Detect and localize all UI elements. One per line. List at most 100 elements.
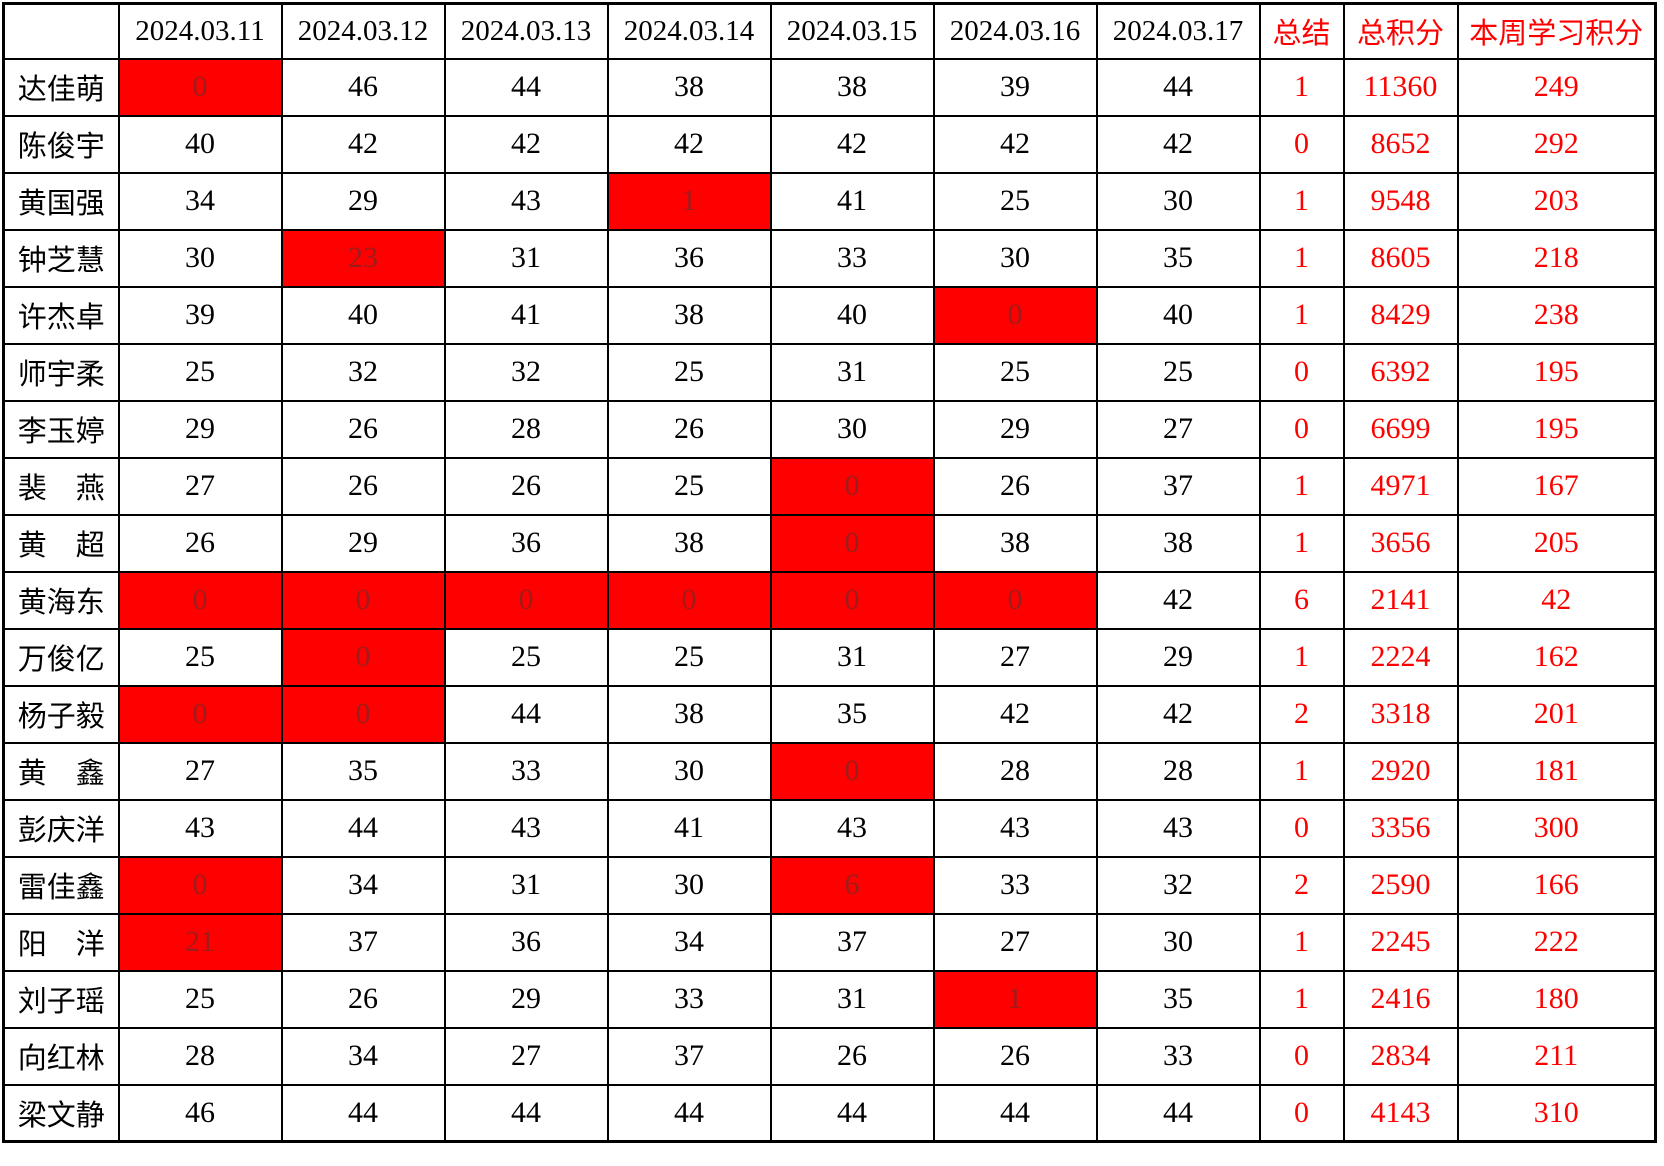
summary-count-cell: 1 bbox=[1258, 513, 1345, 573]
daily-score-cell: 42 bbox=[280, 114, 446, 174]
week-points-cell: 211 bbox=[1456, 1026, 1657, 1086]
daily-score-cell: 0 bbox=[932, 570, 1098, 630]
total-points-cell: 4971 bbox=[1342, 456, 1459, 516]
date-header-6: 2024.03.16 bbox=[932, 2, 1098, 60]
daily-score-cell: 42 bbox=[1095, 114, 1261, 174]
daily-score-cell: 27 bbox=[117, 741, 283, 801]
daily-score-cell: 33 bbox=[1095, 1026, 1261, 1086]
table-row: 刘子瑶 25 26 29 33 31 1 35 1 2416 180 bbox=[2, 969, 1657, 1029]
student-name: 万俊亿 bbox=[2, 627, 120, 687]
daily-score-cell: 0 bbox=[117, 570, 283, 630]
table-row: 雷佳鑫 0 34 31 30 6 33 32 2 2590 166 bbox=[2, 855, 1657, 915]
daily-score-cell: 35 bbox=[280, 741, 446, 801]
total-points-cell: 2245 bbox=[1342, 912, 1459, 972]
daily-score-cell: 25 bbox=[606, 627, 772, 687]
total-points-cell: 4143 bbox=[1342, 1083, 1459, 1143]
daily-score-cell: 0 bbox=[280, 627, 446, 687]
daily-score-cell: 0 bbox=[117, 684, 283, 744]
daily-score-cell: 29 bbox=[117, 399, 283, 459]
daily-score-cell: 25 bbox=[117, 627, 283, 687]
student-name: 钟芝慧 bbox=[2, 228, 120, 288]
total-points-cell: 6699 bbox=[1342, 399, 1459, 459]
daily-score-cell: 41 bbox=[443, 285, 609, 345]
week-points-cell: 205 bbox=[1456, 513, 1657, 573]
daily-score-cell: 37 bbox=[769, 912, 935, 972]
daily-score-cell: 36 bbox=[606, 228, 772, 288]
summary-count-cell: 1 bbox=[1258, 741, 1345, 801]
daily-score-cell: 38 bbox=[606, 57, 772, 117]
daily-score-cell: 38 bbox=[769, 57, 935, 117]
week-points-cell: 292 bbox=[1456, 114, 1657, 174]
table-row: 陈俊宇 40 42 42 42 42 42 42 0 8652 292 bbox=[2, 114, 1657, 174]
total-points-cell: 3356 bbox=[1342, 798, 1459, 858]
daily-score-cell: 27 bbox=[932, 912, 1098, 972]
daily-score-cell: 43 bbox=[932, 798, 1098, 858]
weekly-score-table: 2024.03.11 2024.03.12 2024.03.13 2024.03… bbox=[2, 2, 1657, 1143]
daily-score-cell: 29 bbox=[280, 171, 446, 231]
daily-score-cell: 40 bbox=[769, 285, 935, 345]
daily-score-cell: 44 bbox=[932, 1083, 1098, 1143]
daily-score-cell: 21 bbox=[117, 912, 283, 972]
daily-score-cell: 1 bbox=[932, 969, 1098, 1029]
daily-score-cell: 0 bbox=[280, 684, 446, 744]
daily-score-cell: 38 bbox=[606, 684, 772, 744]
student-name: 阳 洋 bbox=[2, 912, 120, 972]
daily-score-cell: 43 bbox=[1095, 798, 1261, 858]
daily-score-cell: 32 bbox=[443, 342, 609, 402]
daily-score-cell: 42 bbox=[932, 114, 1098, 174]
daily-score-cell: 26 bbox=[932, 1026, 1098, 1086]
daily-score-cell: 0 bbox=[769, 456, 935, 516]
daily-score-cell: 44 bbox=[1095, 1083, 1261, 1143]
student-name: 李玉婷 bbox=[2, 399, 120, 459]
daily-score-cell: 31 bbox=[769, 342, 935, 402]
daily-score-cell: 38 bbox=[606, 513, 772, 573]
table-row: 达佳萌 0 46 44 38 38 39 44 1 11360 249 bbox=[2, 57, 1657, 117]
summary-count-cell: 2 bbox=[1258, 855, 1345, 915]
daily-score-cell: 37 bbox=[606, 1026, 772, 1086]
week-points-cell: 180 bbox=[1456, 969, 1657, 1029]
table-row: 钟芝慧 30 23 31 36 33 30 35 1 8605 218 bbox=[2, 228, 1657, 288]
daily-score-cell: 43 bbox=[117, 798, 283, 858]
week-points-cell: 167 bbox=[1456, 456, 1657, 516]
table-body: 达佳萌 0 46 44 38 38 39 44 1 11360 249 陈俊宇 … bbox=[2, 57, 1657, 1143]
table-row: 杨子毅 0 0 44 38 35 42 42 2 3318 201 bbox=[2, 684, 1657, 744]
week-points-cell: 42 bbox=[1456, 570, 1657, 630]
daily-score-cell: 27 bbox=[443, 1026, 609, 1086]
daily-score-cell: 46 bbox=[280, 57, 446, 117]
summary-count-cell: 1 bbox=[1258, 285, 1345, 345]
daily-score-cell: 0 bbox=[117, 855, 283, 915]
daily-score-cell: 42 bbox=[1095, 570, 1261, 630]
summary-count-cell: 1 bbox=[1258, 57, 1345, 117]
daily-score-cell: 30 bbox=[606, 741, 772, 801]
daily-score-cell: 29 bbox=[1095, 627, 1261, 687]
daily-score-cell: 35 bbox=[769, 684, 935, 744]
student-name: 彭庆洋 bbox=[2, 798, 120, 858]
daily-score-cell: 0 bbox=[769, 741, 935, 801]
daily-score-cell: 30 bbox=[117, 228, 283, 288]
daily-score-cell: 40 bbox=[1095, 285, 1261, 345]
date-header-1: 2024.03.11 bbox=[117, 2, 283, 60]
daily-score-cell: 31 bbox=[443, 228, 609, 288]
student-name: 向红林 bbox=[2, 1026, 120, 1086]
daily-score-cell: 26 bbox=[280, 456, 446, 516]
daily-score-cell: 44 bbox=[443, 1083, 609, 1143]
daily-score-cell: 30 bbox=[769, 399, 935, 459]
daily-score-cell: 43 bbox=[443, 798, 609, 858]
daily-score-cell: 38 bbox=[1095, 513, 1261, 573]
week-points-cell: 181 bbox=[1456, 741, 1657, 801]
summary-count-cell: 1 bbox=[1258, 228, 1345, 288]
daily-score-cell: 44 bbox=[443, 57, 609, 117]
table-row: 彭庆洋 43 44 43 41 43 43 43 0 3356 300 bbox=[2, 798, 1657, 858]
student-name: 黄国强 bbox=[2, 171, 120, 231]
daily-score-cell: 42 bbox=[932, 684, 1098, 744]
daily-score-cell: 29 bbox=[280, 513, 446, 573]
daily-score-cell: 36 bbox=[443, 912, 609, 972]
table-row: 裴 燕 27 26 26 25 0 26 37 1 4971 167 bbox=[2, 456, 1657, 516]
daily-score-cell: 28 bbox=[932, 741, 1098, 801]
daily-score-cell: 44 bbox=[280, 1083, 446, 1143]
summary-header: 总结 bbox=[1258, 2, 1345, 60]
week-points-cell: 249 bbox=[1456, 57, 1657, 117]
date-header-3: 2024.03.13 bbox=[443, 2, 609, 60]
table-row: 阳 洋 21 37 36 34 37 27 30 1 2245 222 bbox=[2, 912, 1657, 972]
summary-count-cell: 1 bbox=[1258, 456, 1345, 516]
